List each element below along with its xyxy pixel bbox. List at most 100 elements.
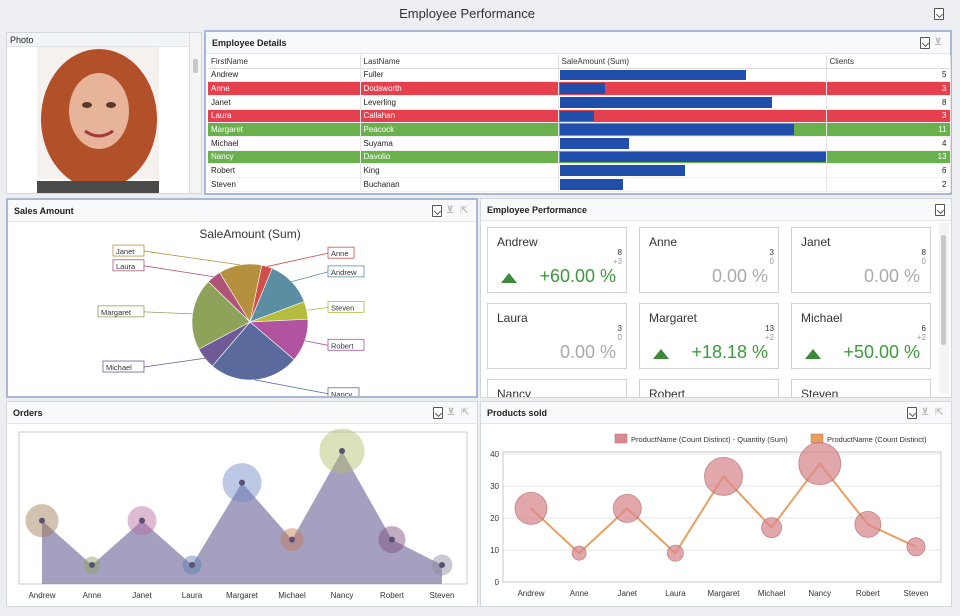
column-header[interactable]: LastName xyxy=(360,55,559,69)
sale-amount-bar xyxy=(559,165,685,176)
last-name-cell: Dodsworth xyxy=(360,81,559,96)
export-icon[interactable] xyxy=(907,407,917,419)
clients-cell: 3 xyxy=(826,109,951,124)
details-grid: FirstName LastName SaleAmount (Sum) Clients… xyxy=(208,55,951,192)
arrow-up-icon xyxy=(501,273,517,283)
clients-cell: 8 xyxy=(826,95,951,110)
products-bubble xyxy=(571,545,587,561)
card-delta: +2 xyxy=(764,333,774,342)
table-row[interactable]: Nancy Davolio 13 xyxy=(208,150,951,165)
card-target: 13 xyxy=(765,324,774,333)
column-header[interactable]: FirstName xyxy=(208,55,361,69)
table-row[interactable]: Janet Leverling 8 xyxy=(208,95,951,110)
pie-title: SaleAmount (Sum) xyxy=(199,227,300,241)
first-name-cell: Janet xyxy=(208,95,361,110)
kpi-card[interactable]: Nancy xyxy=(487,379,627,397)
pie-label: Laura xyxy=(116,262,136,271)
kpi-card[interactable]: Andrew 8 +3 +60.00 % xyxy=(487,227,627,293)
column-header[interactable]: SaleAmount (Sum) xyxy=(558,55,827,69)
card-name: Anne xyxy=(649,235,678,249)
photo-scrollbar[interactable] xyxy=(189,33,201,193)
y-tick-label: 20 xyxy=(490,514,499,523)
table-row[interactable]: Laura Callahan 3 xyxy=(208,109,951,124)
kpi-card[interactable]: Janet 8 0 0.00 % xyxy=(791,227,931,293)
drill-up-icon[interactable]: ⇱ xyxy=(461,407,470,418)
pie-leader-line xyxy=(266,252,329,267)
pie-label-box xyxy=(327,338,365,351)
column-header[interactable]: Clients xyxy=(826,55,951,69)
pie-label-box xyxy=(327,300,365,313)
card-percent: 0.00 % xyxy=(559,342,616,362)
export-icon[interactable] xyxy=(433,407,443,419)
clear-filter-icon[interactable]: ⊻ xyxy=(934,37,943,48)
table-row[interactable]: Steven Buchanan 2 xyxy=(208,177,951,192)
x-tick-label: Robert xyxy=(856,589,881,598)
pie-leader-line xyxy=(254,379,329,395)
orders-point xyxy=(339,448,345,454)
pie-chart: SaleAmount (Sum) Janet Anne Andrew Steven Rob… xyxy=(97,227,365,400)
table-row[interactable]: Andrew Fuller 5 xyxy=(208,68,951,83)
products-bubble xyxy=(666,544,684,562)
sale-amount-cell xyxy=(558,150,827,165)
pie-label: Michael xyxy=(106,363,132,372)
table-row[interactable]: Michael Suyama 4 xyxy=(208,136,951,151)
kpi-card[interactable]: Laura 3 0 0.00 % xyxy=(487,303,627,369)
y-tick-label: 0 xyxy=(495,578,500,587)
pie-slice xyxy=(207,272,251,323)
card-name: Michael xyxy=(801,311,843,325)
export-icon[interactable] xyxy=(432,205,442,217)
sale-amount-cell xyxy=(558,136,827,151)
x-tick-label: Nancy xyxy=(808,589,831,598)
sale-amount-cell xyxy=(558,177,827,192)
clear-filter-icon[interactable]: ⊻ xyxy=(447,407,456,418)
first-name-cell: Margaret xyxy=(208,122,361,137)
pie-label: Robert xyxy=(331,341,354,350)
orders-point xyxy=(289,536,295,543)
perf-scrollbar[interactable] xyxy=(939,223,949,393)
drill-up-icon[interactable]: ⇱ xyxy=(935,407,944,418)
details-header: Employee Details ⊻ xyxy=(206,32,950,54)
last-name-cell: Buchanan xyxy=(360,177,559,192)
table-row[interactable]: Margaret Peacock 11 xyxy=(208,122,951,137)
kpi-card[interactable]: Michael 6 +2 +50.00 % xyxy=(791,303,931,369)
products-bubble xyxy=(854,511,882,538)
employee-photo xyxy=(37,47,159,193)
last-name-cell: Fuller xyxy=(360,68,559,83)
plot-area xyxy=(502,451,942,583)
products-sold-panel: Products sold ⊻ ⇱ ProductName (Count Dis… xyxy=(480,401,952,607)
drill-up-icon[interactable]: ⇱ xyxy=(460,205,469,216)
sale-amount-cell xyxy=(558,163,827,178)
last-name-cell: Davolio xyxy=(360,150,559,165)
card-target: 3 xyxy=(769,248,774,257)
sale-amount-bar xyxy=(559,151,826,163)
pie-leader-line xyxy=(143,357,205,368)
pie-label-box xyxy=(327,246,355,259)
sales-amount-panel: Sales Amount ⊻ ⇱ SaleAmount (Sum) Janet An… xyxy=(6,198,478,400)
x-tick-label: Janet xyxy=(132,591,152,600)
card-target: 6 xyxy=(921,324,926,333)
x-tick-label: Laura xyxy=(665,589,686,598)
kpi-card[interactable]: Steven xyxy=(791,379,931,397)
orders-area xyxy=(42,451,442,584)
export-icon[interactable] xyxy=(935,204,945,216)
kpi-card[interactable]: Anne 3 0 0.00 % xyxy=(639,227,779,293)
orders-header: Orders ⊻ ⇱ xyxy=(7,402,477,424)
legend-swatch xyxy=(614,433,628,444)
orders-point xyxy=(39,517,45,524)
card-name: Laura xyxy=(497,311,528,325)
pie-leader-line xyxy=(143,250,241,266)
export-icon[interactable] xyxy=(934,8,944,20)
card-target: 8 xyxy=(617,248,622,257)
kpi-card[interactable]: Robert xyxy=(639,379,779,397)
clear-filter-icon[interactable]: ⊻ xyxy=(446,205,455,216)
table-row[interactable]: Robert King 6 xyxy=(208,163,951,178)
photo-panel: Photo xyxy=(6,32,202,194)
table-row[interactable]: Anne Dodsworth 3 xyxy=(208,81,951,96)
page-title: Employee Performance xyxy=(399,6,535,21)
kpi-card[interactable]: Margaret 13 +2 +18.18 % xyxy=(639,303,779,369)
x-tick-label: Michael xyxy=(278,591,306,600)
export-icon[interactable] xyxy=(920,37,930,49)
first-name-cell: Nancy xyxy=(208,150,361,165)
orders-title: Orders xyxy=(13,408,43,418)
clear-filter-icon[interactable]: ⊻ xyxy=(921,407,930,418)
